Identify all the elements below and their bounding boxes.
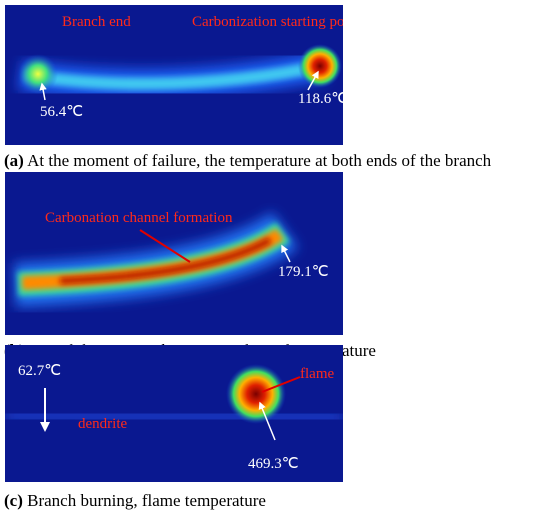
caption-label: (a)	[4, 151, 24, 170]
temperature: 56.4℃	[40, 104, 83, 120]
label: Carbonation channel formation	[45, 210, 233, 226]
caption-label: (c)	[4, 491, 23, 510]
label: flame	[300, 366, 334, 382]
caption: (c) Branch burning, flame temperature	[4, 491, 266, 510]
thermal-image-b: Carbonation channel formation 179.1℃	[5, 172, 343, 335]
temperature: 118.6℃	[298, 91, 348, 107]
caption-text: Branch burning, flame temperature	[27, 491, 266, 510]
temperature: 62.7℃	[18, 363, 61, 379]
caption: (a) At the moment of failure, the temper…	[4, 151, 492, 170]
thermal-image-a: Branch end Carbonization starting point …	[5, 5, 361, 145]
temperature: 179.1℃	[278, 264, 329, 280]
label: Branch end	[62, 14, 131, 30]
caption-text: At the moment of failure, the temperatur…	[27, 151, 492, 170]
label: dendrite	[78, 416, 127, 432]
label: Carbonization starting point	[192, 14, 361, 30]
thermal-image-c: 62.7℃ dendrite flame 469.3℃	[5, 345, 343, 482]
temperature: 469.3℃	[248, 456, 299, 472]
